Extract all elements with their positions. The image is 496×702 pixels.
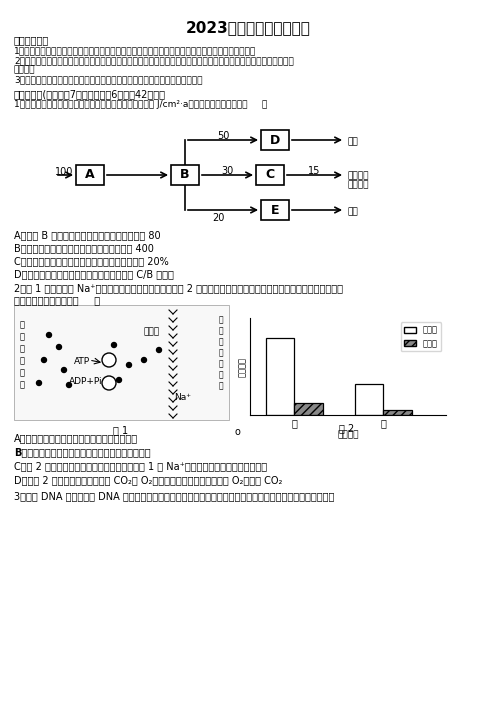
Text: 液: 液: [20, 380, 25, 389]
Bar: [266, 338, 295, 415]
Text: 胞: 胞: [219, 381, 224, 390]
Text: 50: 50: [217, 131, 229, 141]
Text: 1．下为能量流经某生态系统中第二营养级的示意图（单位 J/cm²·a），下列说法正确的是（     ）: 1．下为能量流经某生态系统中第二营养级的示意图（单位 J/cm²·a），下列说法…: [14, 100, 267, 109]
Text: D．畜牧业中，放养与圈养相比，可提高图中 C/B 的比值: D．畜牧业中，放养与圈养相比，可提高图中 C/B 的比值: [14, 269, 174, 279]
Text: 2．第一部分选择题每小题选出答案后，需将答案写在试卷指定的括号内，第二部分非选择题答案写在试卷题目指定的: 2．第一部分选择题每小题选出答案后，需将答案写在试卷指定的括号内，第二部分非选择…: [14, 56, 294, 65]
Text: 3．考生必须保证答题卡的整洁。考试结束后，请将本试卷和答题卡一并交回。: 3．考生必须保证答题卡的整洁。考试结束后，请将本试卷和答题卡一并交回。: [14, 75, 202, 84]
Circle shape: [102, 376, 116, 390]
Bar: [261, 200, 289, 220]
Text: C: C: [265, 168, 275, 182]
Bar: [383, 410, 412, 415]
Text: 小: 小: [219, 326, 224, 335]
Text: C．能量由第二营养级到第三营养级的传递效率是 20%: C．能量由第二营养级到第三营养级的传递效率是 20%: [14, 256, 169, 266]
Text: 散失: 散失: [347, 137, 358, 146]
Bar: [76, 165, 104, 185]
Text: 考生请注意：: 考生请注意：: [14, 35, 49, 45]
Text: 散失: 散失: [347, 207, 358, 216]
Text: C．图 2 中的甲从细胞内运输至胞外的方式与图 1 中 Na⁺运出肾小管上皮细胞的方式相同: C．图 2 中的甲从细胞内运输至胞外的方式与图 1 中 Na⁺运出肾小管上皮细胞…: [14, 461, 267, 471]
Text: B: B: [180, 168, 190, 182]
Text: 肾: 肾: [219, 315, 224, 324]
Text: 者摄入量: 者摄入量: [347, 180, 369, 189]
Text: 皮: 皮: [219, 359, 224, 368]
Text: 30: 30: [221, 166, 234, 176]
Text: Na⁺: Na⁺: [174, 393, 191, 402]
Bar: [355, 383, 383, 415]
Text: D: D: [270, 133, 280, 147]
Bar: [171, 165, 199, 185]
Text: A: A: [85, 168, 95, 182]
Text: 次级消费: 次级消费: [347, 171, 369, 180]
Text: 20: 20: [212, 213, 224, 223]
Text: ATP: ATP: [74, 357, 90, 366]
Text: 肾: 肾: [20, 320, 25, 329]
Circle shape: [57, 345, 62, 350]
Text: D．若图 2 中的两种物质分别表示 CO₂和 O₂，在素胞膜内外的分布则甲为 O₂，乙为 CO₂: D．若图 2 中的两种物质分别表示 CO₂和 O₂，在素胞膜内外的分布则甲为 O…: [14, 475, 282, 485]
Circle shape: [141, 357, 146, 362]
Text: 氨基酸: 氨基酸: [144, 327, 160, 336]
Text: 腔: 腔: [20, 368, 25, 377]
Bar: [295, 403, 323, 415]
Text: 管: 管: [20, 344, 25, 353]
Circle shape: [112, 343, 117, 347]
Text: 一、选择题(本大题共7小题，每小题6分，共42分。）: 一、选择题(本大题共7小题，每小题6分，共42分。）: [14, 89, 166, 99]
Circle shape: [47, 333, 52, 338]
Text: 相关叙述中，错误的是（     ）: 相关叙述中，错误的是（ ）: [14, 295, 100, 305]
Circle shape: [157, 347, 162, 352]
Bar: [256, 165, 284, 185]
Text: E: E: [271, 204, 279, 216]
X-axis label: 物质种类: 物质种类: [337, 430, 359, 439]
Legend: 细胞内, 细胞外: 细胞内, 细胞外: [400, 322, 441, 351]
Text: B．该生态系统第一营养级同化的能量至少为 400: B．该生态系统第一营养级同化的能量至少为 400: [14, 243, 154, 253]
Text: 15: 15: [309, 166, 321, 176]
Text: 位置上。: 位置上。: [14, 65, 36, 74]
Text: 2．图 1 为氨基酸和 Na⁺进出肾小管上皮细胞的示意图，图 2 表示甲、乙两种小分子物质在细胞内外的浓度情况，下列: 2．图 1 为氨基酸和 Na⁺进出肾小管上皮细胞的示意图，图 2 表示甲、乙两种…: [14, 283, 343, 293]
Circle shape: [62, 368, 66, 373]
Text: 图 1: 图 1: [114, 425, 128, 435]
Text: 上: 上: [219, 348, 224, 357]
Circle shape: [117, 378, 122, 383]
Text: 1．答题前请将考场、试卷号、座位号、考生号、姓名写在试卷密封线内，不得在试卷上作任何标记。: 1．答题前请将考场、试卷号、座位号、考生号、姓名写在试卷密封线内，不得在试卷上作…: [14, 46, 256, 55]
Circle shape: [37, 380, 42, 385]
Bar: [261, 130, 289, 150]
Text: 小: 小: [20, 332, 25, 341]
Circle shape: [66, 383, 71, 388]
Text: A．氨基酸以协助扩散方式运入肾小管上皮细胞: A．氨基酸以协助扩散方式运入肾小管上皮细胞: [14, 433, 138, 443]
Text: 细: 细: [219, 370, 224, 379]
Text: 3．端粒 DNA 是由简单的 DNA 高度重复序列组成，细胞每分裂一次，端粒就缩短一点，一旦端粒消耗殆尽，就会: 3．端粒 DNA 是由简单的 DNA 高度重复序列组成，细胞每分裂一次，端粒就缩…: [14, 491, 334, 501]
Circle shape: [126, 362, 131, 368]
Text: ADP+Pi: ADP+Pi: [69, 377, 103, 386]
Text: 2023年高考生物模拟试卷: 2023年高考生物模拟试卷: [186, 20, 310, 35]
Circle shape: [42, 357, 47, 362]
Text: 100: 100: [55, 167, 73, 177]
Text: o: o: [234, 427, 240, 437]
Bar: [14, 305, 229, 420]
Text: A．图中 B 表示用于生长、发育和繁殖的能量是 80: A．图中 B 表示用于生长、发育和繁殖的能量是 80: [14, 230, 161, 240]
Circle shape: [102, 353, 116, 367]
Text: B．氨基酸运出肾小管上皮细胞膜受载体蛋白的限制: B．氨基酸运出肾小管上皮细胞膜受载体蛋白的限制: [14, 447, 151, 457]
Text: 管: 管: [20, 356, 25, 365]
Y-axis label: 物质浓度: 物质浓度: [238, 357, 247, 376]
Text: 图 2: 图 2: [339, 423, 354, 433]
Text: 管: 管: [219, 337, 224, 346]
